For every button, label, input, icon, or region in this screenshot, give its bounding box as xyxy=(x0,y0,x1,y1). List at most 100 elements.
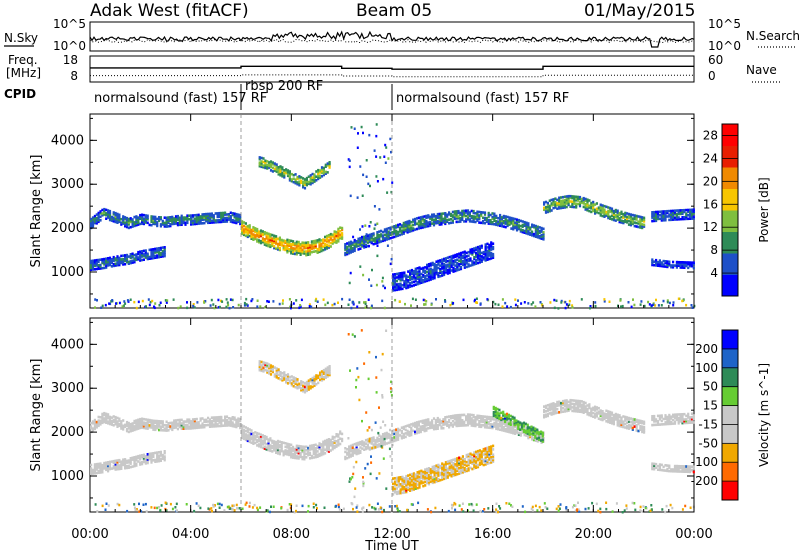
data-cell xyxy=(327,450,330,453)
data-cell xyxy=(333,235,336,239)
data-cell xyxy=(312,245,315,248)
data-cell xyxy=(201,214,204,218)
data-cell xyxy=(431,263,434,267)
data-cell xyxy=(182,423,185,427)
data-cell xyxy=(331,435,334,439)
data-cell xyxy=(97,260,100,263)
data-cell xyxy=(385,227,388,231)
data-cell xyxy=(303,385,307,389)
data-cell xyxy=(454,255,457,259)
data-cell xyxy=(469,252,472,255)
data-cell xyxy=(326,171,329,174)
data-cell xyxy=(122,463,125,467)
data-cell xyxy=(271,441,274,444)
data-cell xyxy=(260,369,263,373)
data-cell xyxy=(404,425,407,428)
data-cell xyxy=(324,441,327,444)
data-cell xyxy=(660,264,663,268)
data-cell xyxy=(392,273,395,276)
data-cell xyxy=(689,217,692,220)
data-cell xyxy=(368,225,371,228)
data-cell xyxy=(293,247,297,250)
data-cell xyxy=(307,384,310,388)
data-cell xyxy=(558,207,561,210)
data-cell xyxy=(395,483,398,487)
data-cell xyxy=(631,213,634,217)
data-cell xyxy=(546,208,549,212)
data-cell xyxy=(311,376,314,380)
data-cell xyxy=(186,427,189,430)
data-cell xyxy=(303,243,306,246)
data-cell xyxy=(303,390,307,394)
data-cell xyxy=(120,254,123,258)
data-cell xyxy=(523,229,526,233)
data-cell xyxy=(434,418,437,422)
data-cell xyxy=(107,461,110,464)
data-cell xyxy=(307,244,310,248)
data-cell xyxy=(434,427,437,431)
data-cell xyxy=(409,276,412,280)
data-cell xyxy=(426,467,429,471)
data-cell xyxy=(341,233,344,237)
data-cell xyxy=(290,450,293,454)
data-cell xyxy=(322,241,325,245)
data-cell xyxy=(295,242,298,245)
data-cell xyxy=(480,425,483,429)
data-cell xyxy=(480,260,483,263)
data-cell xyxy=(468,418,471,422)
nave-tick-bottom: 0 xyxy=(708,69,716,83)
data-cell xyxy=(112,264,115,268)
data-cell xyxy=(135,419,138,422)
data-cell xyxy=(267,447,270,450)
data-cell xyxy=(281,166,284,169)
data-cell xyxy=(275,449,278,453)
data-cell xyxy=(461,420,464,424)
data-cell xyxy=(355,445,358,449)
data-cell xyxy=(495,220,498,223)
data-cell xyxy=(99,464,102,467)
data-cell xyxy=(275,242,278,245)
data-cell xyxy=(362,173,365,177)
data-cell xyxy=(571,200,574,203)
data-cell xyxy=(655,217,658,221)
data-cell xyxy=(378,240,381,244)
data-cell xyxy=(410,478,414,481)
data-cell xyxy=(227,420,230,424)
data-cell xyxy=(239,215,242,219)
data-cell xyxy=(292,379,295,383)
data-cell xyxy=(476,423,479,426)
data-cell xyxy=(369,184,371,188)
data-cell xyxy=(567,194,570,198)
data-cell xyxy=(476,249,480,252)
data-cell xyxy=(214,419,217,423)
data-cell xyxy=(131,465,134,468)
data-cell xyxy=(514,303,517,307)
data-cell xyxy=(472,422,475,426)
data-cell xyxy=(482,216,485,220)
data-cell xyxy=(515,220,519,223)
data-cell xyxy=(391,231,394,234)
data-cell xyxy=(439,471,442,475)
data-cell xyxy=(335,433,338,436)
data-cell xyxy=(414,223,417,226)
data-cell xyxy=(331,240,334,243)
data-cell xyxy=(450,466,453,469)
data-cell xyxy=(284,442,287,445)
data-cell xyxy=(375,134,378,138)
data-cell xyxy=(668,213,671,216)
data-cell xyxy=(256,438,259,442)
data-cell xyxy=(653,219,656,223)
data-cell xyxy=(456,258,459,261)
data-cell xyxy=(290,250,293,253)
data-cell xyxy=(542,234,545,238)
data-cell xyxy=(310,444,313,447)
data-cell xyxy=(492,245,495,249)
data-cell xyxy=(305,243,308,246)
data-cell xyxy=(144,455,147,458)
data-cell xyxy=(577,195,580,199)
data-cell xyxy=(286,374,290,378)
data-cell xyxy=(412,481,415,484)
data-cell xyxy=(420,481,423,485)
data-cell xyxy=(463,250,466,254)
data-cell xyxy=(316,444,319,448)
